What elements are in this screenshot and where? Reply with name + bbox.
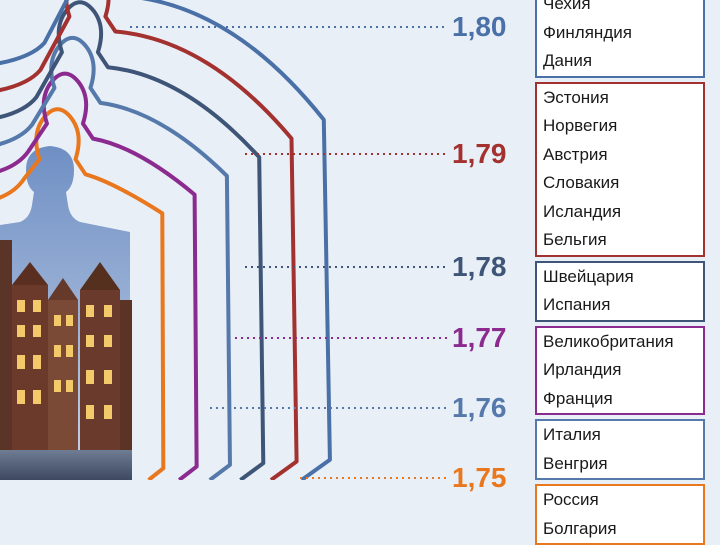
country-name: Словакия	[543, 173, 620, 192]
silhouette-outlines	[0, 0, 332, 480]
country-name: Бельгия	[543, 230, 607, 249]
country-name: Норвегия	[543, 116, 618, 135]
country-name: Франция	[543, 388, 613, 408]
country-group: Италия Венгрия	[535, 419, 705, 480]
silhouette-outline	[0, 0, 332, 480]
country-name: Финляндия	[543, 22, 632, 42]
town-photo-silhouette	[0, 146, 132, 480]
height-label: 1,77	[452, 322, 507, 353]
silhouette-outline	[0, 0, 266, 480]
country-name: Испания	[543, 295, 611, 314]
height-label: 1,80	[452, 11, 507, 42]
silhouette-outline	[0, 0, 299, 480]
silhouette-chart	[0, 0, 447, 480]
country-name: Дания	[543, 51, 593, 70]
country-name: Россия	[543, 490, 599, 509]
country-name: Венгрия	[543, 453, 608, 473]
silhouette-outline	[0, 71, 199, 480]
country-group: Чехия Финляндия Дания	[535, 0, 705, 78]
house-windows	[17, 300, 112, 419]
country-name: Ирландия	[543, 360, 622, 379]
country-group: Великобритания Ирландия Франция	[535, 325, 705, 415]
height-label: 1,78	[452, 251, 507, 282]
leader-lines	[130, 26, 447, 479]
canal-water	[0, 450, 132, 480]
country-name: Чехия	[543, 0, 591, 13]
country-name: Австрия	[543, 144, 608, 164]
country-group: Эстония Норвегия Австрия Словакия Исландия Бе…	[535, 81, 705, 257]
height-label: 1,75	[452, 462, 507, 493]
country-name: Болгария	[543, 518, 617, 538]
country-name: Великобритания	[543, 331, 674, 351]
country-group: Россия Болгария	[535, 484, 705, 545]
country-name: Италия	[543, 425, 601, 444]
country-name: Исландия	[543, 201, 622, 221]
country-group: Швейцария Испания	[535, 260, 705, 322]
country-name: Швейцария	[543, 266, 634, 286]
country-name: Эстония	[543, 87, 609, 107]
silhouette-outline	[0, 107, 166, 480]
height-label: 1,79	[452, 138, 507, 169]
height-label: 1,76	[452, 392, 507, 423]
silhouette-outline	[0, 35, 232, 480]
